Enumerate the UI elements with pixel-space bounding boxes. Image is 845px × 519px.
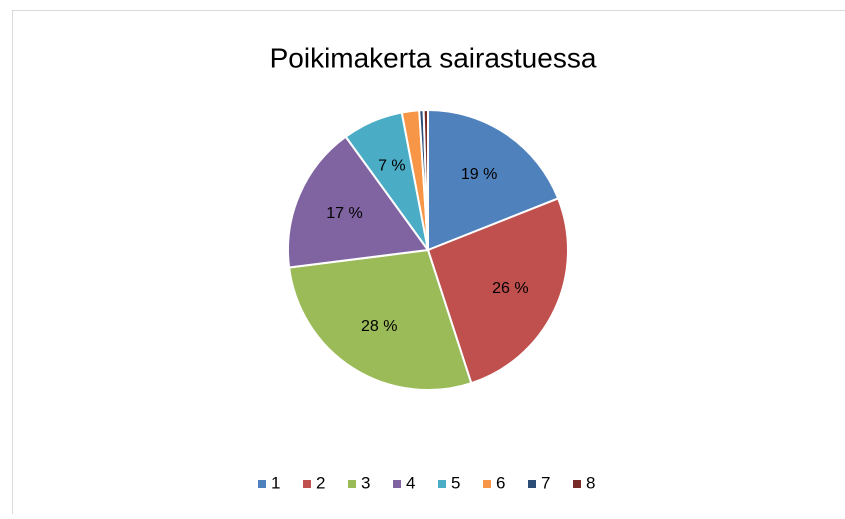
data-label: 28 % — [361, 318, 397, 335]
legend-label: 5 — [451, 473, 460, 492]
legend-swatch — [393, 480, 401, 488]
data-label: 19 % — [461, 166, 497, 183]
chart-title: Poikimakerta sairastuessa — [270, 42, 597, 73]
legend-label: 2 — [316, 473, 325, 492]
legend-label: 7 — [541, 473, 550, 492]
data-label: 7 % — [378, 158, 406, 175]
legend-swatch — [258, 480, 266, 488]
legend-swatch — [303, 480, 311, 488]
legend-label: 6 — [496, 473, 505, 492]
legend-label: 3 — [361, 473, 370, 492]
data-label: 17 % — [326, 205, 362, 222]
legend-label: 8 — [586, 473, 595, 492]
legend-swatch — [438, 480, 446, 488]
legend-swatch — [483, 480, 491, 488]
legend-swatch — [573, 480, 581, 488]
data-label: 26 % — [492, 280, 528, 297]
legend-label: 1 — [271, 473, 280, 492]
legend-swatch — [528, 480, 536, 488]
legend-label: 4 — [406, 473, 415, 492]
legend-swatch — [348, 480, 356, 488]
